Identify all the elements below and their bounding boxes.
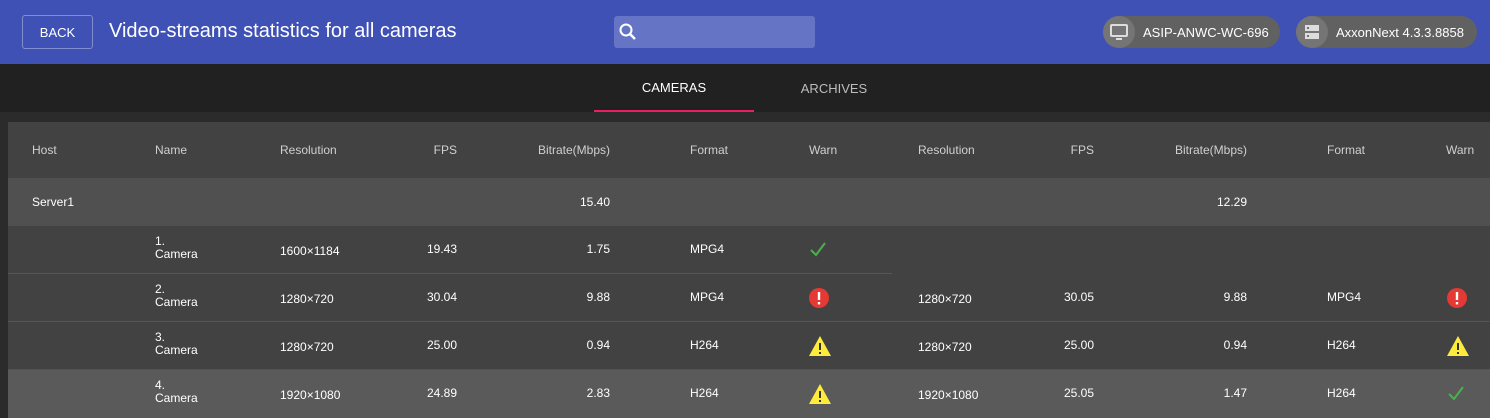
stats-table: Host Name Resolution FPS Bitrate(Mbps) F… xyxy=(8,122,1490,418)
col-name[interactable]: Name xyxy=(155,143,188,157)
check-icon xyxy=(808,239,828,264)
host-name: ASIP-ANWC-WC-696 xyxy=(1143,24,1269,40)
fps: 19.43 xyxy=(426,242,457,256)
col-fps[interactable]: FPS xyxy=(433,143,457,157)
fps-2: 25.00 xyxy=(1063,338,1094,352)
version-label: AxxonNext 4.3.3.8858 xyxy=(1336,24,1464,40)
resolution: 1280×720 xyxy=(280,292,334,306)
col-bitrate-2[interactable]: Bitrate(Mbps) xyxy=(1174,143,1247,157)
back-button[interactable]: BACK xyxy=(22,15,93,49)
tab-archives[interactable]: ARCHIVES xyxy=(800,80,868,96)
col-warn-2[interactable]: Warn xyxy=(1446,143,1475,157)
format: H264 xyxy=(690,386,719,400)
col-resolution[interactable]: Resolution xyxy=(280,143,337,157)
col-bitrate[interactable]: Bitrate(Mbps) xyxy=(537,143,610,157)
error-icon xyxy=(1446,287,1468,314)
search-icon xyxy=(619,23,636,40)
resolution: 1600×1184 xyxy=(280,244,340,258)
warning-icon xyxy=(808,335,832,362)
version-chip[interactable]: AxxonNext 4.3.3.8858 xyxy=(1296,16,1477,48)
tab-bar: CAMERAS ARCHIVES xyxy=(0,64,1490,112)
bitrate-2: 9.88 xyxy=(1223,290,1247,304)
format-2: H264 xyxy=(1327,338,1356,352)
resolution-2: 1280×720 xyxy=(918,292,972,306)
table-row[interactable]: 2. Camera 1280×720 30.04 9.88 MPG4 1280×7… xyxy=(8,274,1490,322)
warning-icon xyxy=(808,383,832,410)
warning-icon xyxy=(1446,335,1470,362)
col-warn[interactable]: Warn xyxy=(809,143,838,157)
format: MPG4 xyxy=(690,290,725,304)
camera-name[interactable]: 2. Camera xyxy=(155,282,198,309)
monitor-icon xyxy=(1103,16,1135,48)
col-resolution-2[interactable]: Resolution xyxy=(918,143,975,157)
search-input[interactable] xyxy=(614,16,815,48)
camera-name[interactable]: 3. Camera xyxy=(155,330,198,357)
check-icon xyxy=(1446,383,1466,408)
col-fps-2[interactable]: FPS xyxy=(1070,143,1094,157)
resolution: 1280×720 xyxy=(280,340,334,354)
server-bitrate: 15.40 xyxy=(579,195,610,209)
table-row[interactable]: 1. Camera 1600×1184 19.43 1.75 MPG4 xyxy=(8,226,1490,274)
table-row[interactable]: 4. Camera 1920×1080 24.89 2.83 H264 1920×… xyxy=(8,370,1490,418)
bitrate: 1.75 xyxy=(586,242,610,256)
camera-name[interactable]: 4. Camera xyxy=(155,378,198,405)
fps: 24.89 xyxy=(426,386,457,400)
error-icon xyxy=(808,287,830,314)
resolution: 1920×1080 xyxy=(280,388,341,402)
server-bitrate-2: 12.29 xyxy=(1216,195,1247,209)
format: MPG4 xyxy=(690,242,725,256)
bitrate: 9.88 xyxy=(586,290,610,304)
format-2: H264 xyxy=(1327,386,1356,400)
fps-2: 30.05 xyxy=(1063,290,1094,304)
bitrate-2: 0.94 xyxy=(1223,338,1247,352)
format-2: MPG4 xyxy=(1327,290,1362,304)
bitrate-2: 1.47 xyxy=(1223,386,1247,400)
server-host: Server1 xyxy=(32,195,75,209)
fps: 25.00 xyxy=(426,338,457,352)
table-header: Host Name Resolution FPS Bitrate(Mbps) F… xyxy=(8,122,1490,178)
bitrate: 0.94 xyxy=(586,338,610,352)
camera-name[interactable]: 1. Camera xyxy=(155,234,198,261)
col-format[interactable]: Format xyxy=(690,143,729,157)
bitrate: 2.83 xyxy=(586,386,610,400)
server-icon xyxy=(1296,16,1328,48)
server-row[interactable]: Server1 15.40 12.29 xyxy=(8,178,1490,226)
page-title: Video-streams statistics for all cameras xyxy=(109,20,457,42)
col-host[interactable]: Host xyxy=(32,143,57,157)
fps-2: 25.05 xyxy=(1063,386,1094,400)
host-chip[interactable]: ASIP-ANWC-WC-696 xyxy=(1103,16,1280,48)
resolution-2: 1920×1080 xyxy=(918,388,979,402)
col-format-2[interactable]: Format xyxy=(1327,143,1366,157)
tab-cameras[interactable]: CAMERAS xyxy=(594,64,754,112)
fps: 30.04 xyxy=(426,290,457,304)
format: H264 xyxy=(690,338,719,352)
app-header: BACK Video-streams statistics for all ca… xyxy=(0,0,1490,64)
resolution-2: 1280×720 xyxy=(918,340,972,354)
table-row[interactable]: 3. Camera 1280×720 25.00 0.94 H264 1280×7… xyxy=(8,322,1490,370)
